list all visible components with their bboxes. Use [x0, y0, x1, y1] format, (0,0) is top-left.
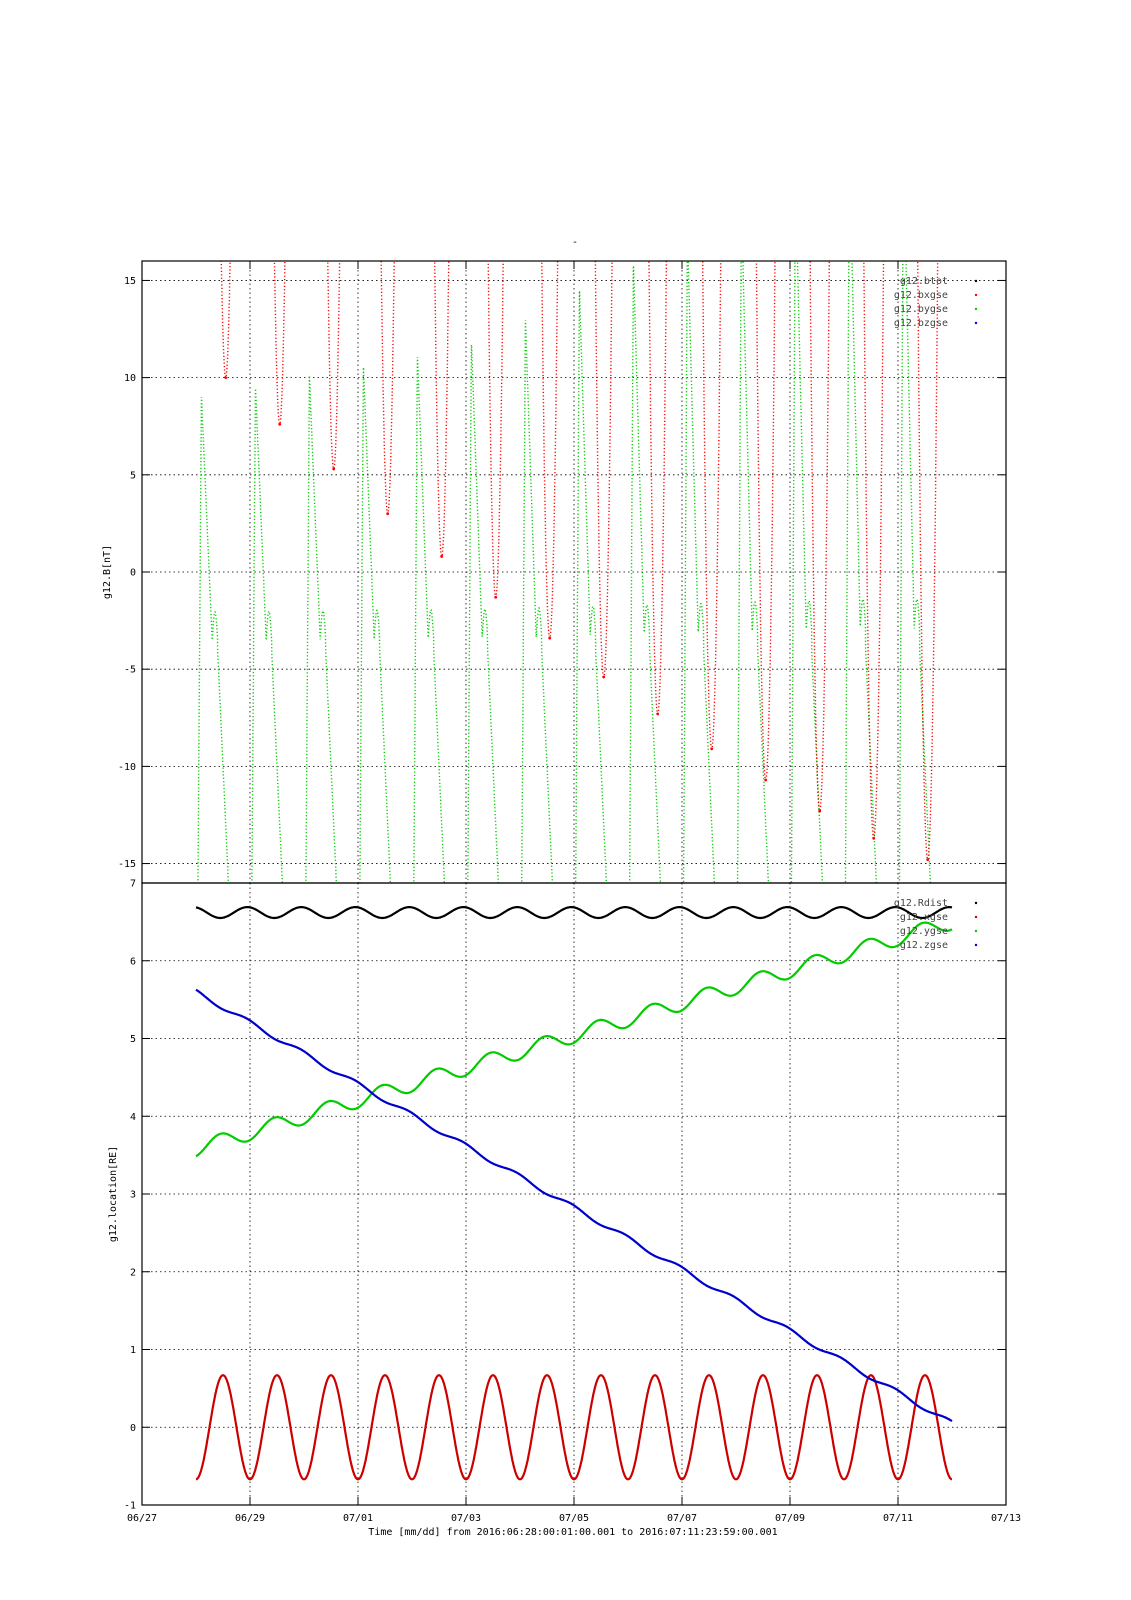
bx-min-point	[710, 747, 714, 751]
y-tick-label: 2	[130, 1267, 136, 1278]
legend-label: g12.bzgse	[894, 318, 948, 329]
bfield-series	[197, 261, 939, 883]
legend-swatch	[974, 321, 978, 325]
y-tick-label: 7	[130, 879, 136, 890]
legend-label: g12.bxgse	[894, 290, 948, 301]
y-tick-label: -5	[124, 665, 136, 676]
x-tick-label: 06/29	[235, 1513, 265, 1524]
page-title: -	[572, 237, 578, 248]
y-tick-label: 10	[124, 373, 136, 384]
x-tick-label: 07/01	[343, 1513, 373, 1524]
bfield-y-ticks: -15 -10 -5 0 5 10 15	[118, 276, 1006, 870]
bfield-legend: g12.btot g12.bxgse g12.bygse g12.bzgse	[894, 276, 978, 329]
legend-swatch	[974, 929, 978, 933]
bx-min-point	[602, 675, 606, 679]
series-bxgse	[220, 261, 939, 861]
legend-label: g12.Rdist	[894, 898, 948, 909]
bx-min-point	[494, 595, 498, 599]
y-tick-label: 4	[130, 1112, 136, 1123]
x-tick-label: 07/03	[451, 1513, 481, 1524]
bfield-panel: -15 -10 -5 0 5 10 15 g12.B[nT] g12.btot g12.bxg…	[102, 260, 1007, 884]
location-y-axis-label: g12.location[RE]	[108, 1146, 119, 1242]
bfield-y-axis-label: g12.B[nT]	[102, 545, 113, 599]
y-tick-label: 0	[130, 568, 136, 579]
series-bygse	[197, 261, 932, 883]
legend-label: g12.btot	[900, 276, 948, 287]
y-tick-label: 0	[130, 1423, 136, 1434]
legend-label: g12.bygse	[894, 304, 948, 315]
bx-min-point	[548, 636, 552, 640]
y-tick-label: 15	[124, 276, 136, 287]
legend-swatch	[974, 279, 978, 283]
x-tick-label: 07/11	[883, 1513, 913, 1524]
y-tick-label: 5	[130, 470, 136, 481]
location-y-ticks: -1 0 1 2 3 4 5 6 7	[124, 879, 1006, 1512]
bx-min-point	[818, 809, 822, 813]
series-xgse	[195, 1374, 953, 1481]
bx-min-point	[224, 376, 228, 380]
x-axis-label: Time [mm/dd] from 2016:06:28:00:01:00.00…	[368, 1527, 777, 1538]
bx-min-point	[386, 512, 390, 516]
bx-min-point	[926, 858, 930, 862]
bx-min-point	[872, 836, 876, 840]
series-rdist	[195, 905, 953, 920]
bx-min-point	[278, 422, 282, 426]
series-zgse	[195, 988, 953, 1423]
location-grid	[142, 883, 1006, 1505]
legend-swatch	[974, 901, 978, 905]
x-tick-label: 07/05	[559, 1513, 589, 1524]
y-tick-label: 1	[130, 1345, 136, 1356]
series-ygse	[195, 921, 953, 1158]
location-series	[195, 905, 953, 1481]
bx-min-point	[440, 555, 444, 558]
legend-swatch	[974, 293, 978, 297]
location-legend: g12.Rdist g12.xgse g12.ygse g12.zgse	[894, 898, 978, 951]
x-tick-label: 07/13	[991, 1513, 1021, 1524]
legend-swatch	[974, 307, 978, 311]
legend-label: g12.zgse	[900, 940, 948, 951]
bx-min-point	[764, 778, 768, 782]
legend-label: g12.ygse	[900, 926, 948, 937]
y-tick-label: -1	[124, 1501, 136, 1512]
bfield-grid	[142, 261, 1006, 883]
y-tick-label: 3	[130, 1190, 136, 1201]
y-tick-label: 5	[130, 1034, 136, 1045]
legend-label: g12.xgse	[900, 912, 948, 923]
x-tick-label: 06/27	[127, 1513, 157, 1524]
y-tick-label: -10	[118, 762, 136, 773]
x-tick-label: 07/09	[775, 1513, 805, 1524]
y-tick-label: -15	[118, 859, 136, 870]
bx-min-point	[656, 712, 660, 716]
y-tick-label: 6	[130, 956, 136, 967]
x-tick-label: 07/07	[667, 1513, 697, 1524]
x-axis-ticks: 06/27 06/29 07/01 07/03 07/05 07/07 07/09 07/11…	[127, 261, 1021, 1524]
legend-swatch	[974, 915, 978, 919]
bx-min-point	[332, 467, 336, 471]
legend-swatch	[974, 943, 978, 947]
